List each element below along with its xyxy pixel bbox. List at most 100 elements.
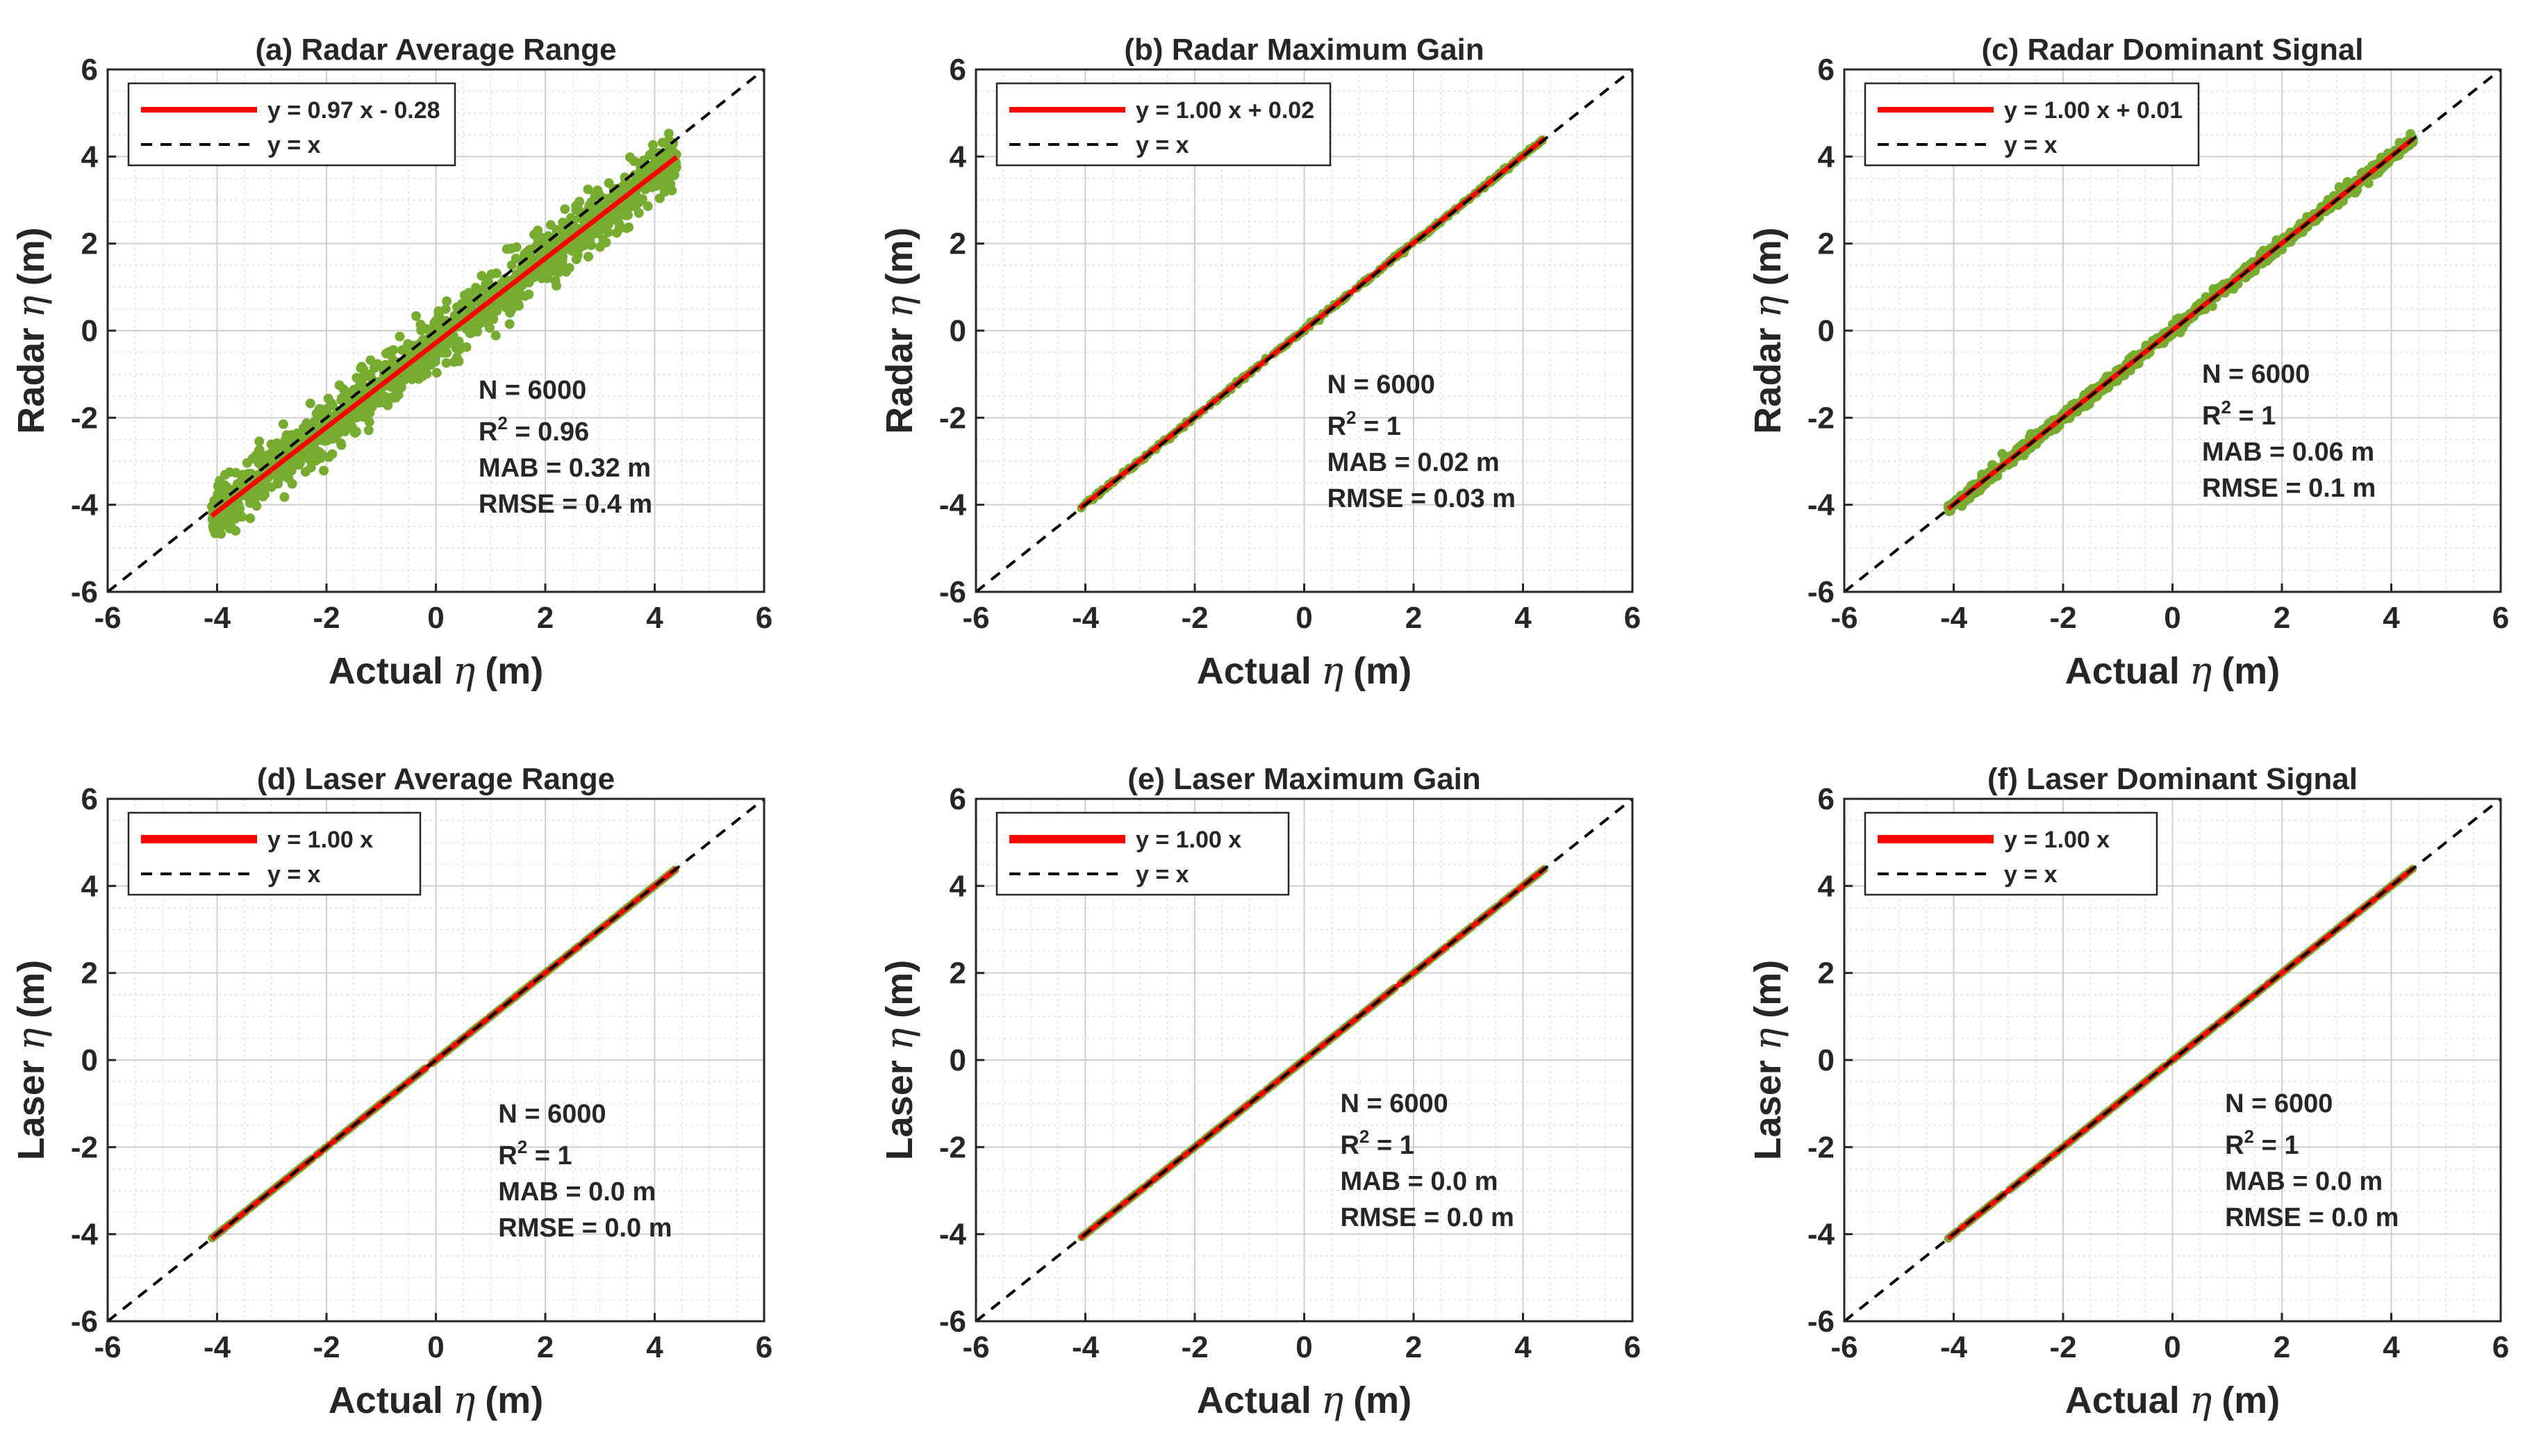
x-tick-label: -2 [2049,601,2076,635]
stat-r2: R2 = 1 [2225,1126,2299,1160]
legend-identity-label: y = x [2004,132,2058,158]
x-tick-label: -6 [1830,1330,1857,1364]
stat-n: N = 6000 [2202,360,2310,389]
x-tick-label: 4 [646,1330,663,1364]
legend-box [1864,82,2200,167]
scatter-point [415,320,426,330]
stat-r2-symbol: R [1340,1131,1359,1160]
x-tick-label: -6 [962,1330,989,1364]
x-tick-label: 4 [2383,1330,2400,1364]
identity-line [108,799,764,1321]
stat-r2-symbol: R [2225,1131,2244,1160]
x-tick-label: 2 [1405,1330,1422,1364]
y-tick-label: 4 [950,140,967,174]
x-label-unit: (m) [2221,1380,2280,1421]
scatter-point [598,235,609,245]
y-label-symbol: η [877,295,921,317]
stat-r2: R2 = 1 [1340,1126,1414,1160]
chart-title: (e) Laser Maximum Gain [1127,762,1481,796]
x-tick-label: 2 [537,1330,554,1364]
y-label-symbol: η [1746,1028,1789,1050]
scatter-point [441,358,452,368]
y-tick-label: 6 [1818,53,1835,87]
identity-line [108,69,764,592]
y-tick-label: 2 [81,227,98,261]
scatter-point [602,217,613,227]
stat-n: N = 6000 [498,1100,606,1129]
stat-rmse: RMSE = 0.03 m [1327,484,1516,513]
scatter-point [388,363,398,374]
scatter-point [665,181,675,191]
x-label-unit: (m) [2221,650,2280,692]
y-label-symbol: η [877,1028,921,1050]
x-label-symbol: η [1321,1378,1343,1422]
y-tick-label: -2 [71,1130,98,1164]
x-tick-label: 4 [2383,601,2400,635]
stat-r2-value: = 1 [1369,1131,1414,1160]
y-label-word: Radar [10,328,52,434]
y-tick-label: -4 [1807,488,1835,522]
x-tick-label: 2 [537,601,554,635]
scatter-point [364,417,374,427]
legend-box [127,82,456,167]
stat-mab: MAB = 0.0 m [2225,1167,2383,1196]
y-label-word: Radar [1747,328,1789,434]
scatter-point [431,367,442,378]
y-label-unit: (m) [1747,960,1789,1018]
x-tick-label: 0 [427,601,444,635]
y-tick-label: -6 [939,1305,966,1339]
chart-title: (d) Laser Average Range [257,762,615,796]
identity-line [976,799,1632,1321]
legend-fit-label: y = 1.00 x [2004,827,2110,853]
stat-r2-value: = 0.96 [508,417,589,447]
x-label-word: Actual [329,1380,443,1421]
scatter-point [386,349,396,360]
x-label-unit: (m) [1353,650,1412,692]
y-label-symbol: η [1746,295,1789,317]
scatter-point [654,193,665,204]
y-axis-label: Laserη(m) [1746,960,1789,1160]
scatter-point [433,326,443,336]
y-label-word: Laser [879,1060,920,1160]
legend-fit-label: y = 1.00 x [267,827,373,853]
y-tick-label: 4 [950,869,967,903]
y-tick-label: 4 [81,140,99,174]
scatter-point [472,326,483,337]
scatter-point [603,227,613,238]
legend-box [995,811,1290,896]
scatter-point [636,195,647,205]
y-tick-label: -4 [939,1218,967,1252]
scatter-point [449,357,459,367]
identity-line [1844,799,2501,1321]
scatter-point [258,491,268,502]
x-label-word: Actual [1197,1380,1311,1421]
scatter-point [529,229,540,240]
scatter-point [402,350,412,361]
x-tick-label: -2 [1181,1330,1208,1364]
scatter-point [223,516,233,527]
scatter-point [411,365,422,375]
scatter-point [522,247,532,257]
x-tick-label: 6 [1624,1330,1641,1364]
y-tick-label: 0 [1818,1043,1835,1077]
x-tick-label: -2 [2049,1330,2076,1364]
stat-r2-exponent: 2 [2221,397,2230,417]
stat-r2-exponent: 2 [1359,1126,1369,1147]
x-tick-label: 0 [2164,601,2180,635]
y-tick-label: 2 [1818,957,1835,991]
x-tick-label: 6 [2492,601,2509,635]
x-tick-label: -2 [313,1330,340,1364]
scatter-point [506,260,517,270]
y-tick-label: 0 [81,1043,98,1077]
x-axis-label: Actual η (m) [2065,1378,2280,1422]
x-tick-label: -6 [1830,601,1857,635]
x-tick-label: 4 [1514,601,1532,635]
y-tick-label: 0 [81,314,98,348]
scatter-point [454,344,465,354]
y-tick-label: 2 [950,957,966,991]
x-tick-label: 4 [1514,1330,1532,1364]
stat-rmse: RMSE = 0.1 m [2202,474,2376,503]
